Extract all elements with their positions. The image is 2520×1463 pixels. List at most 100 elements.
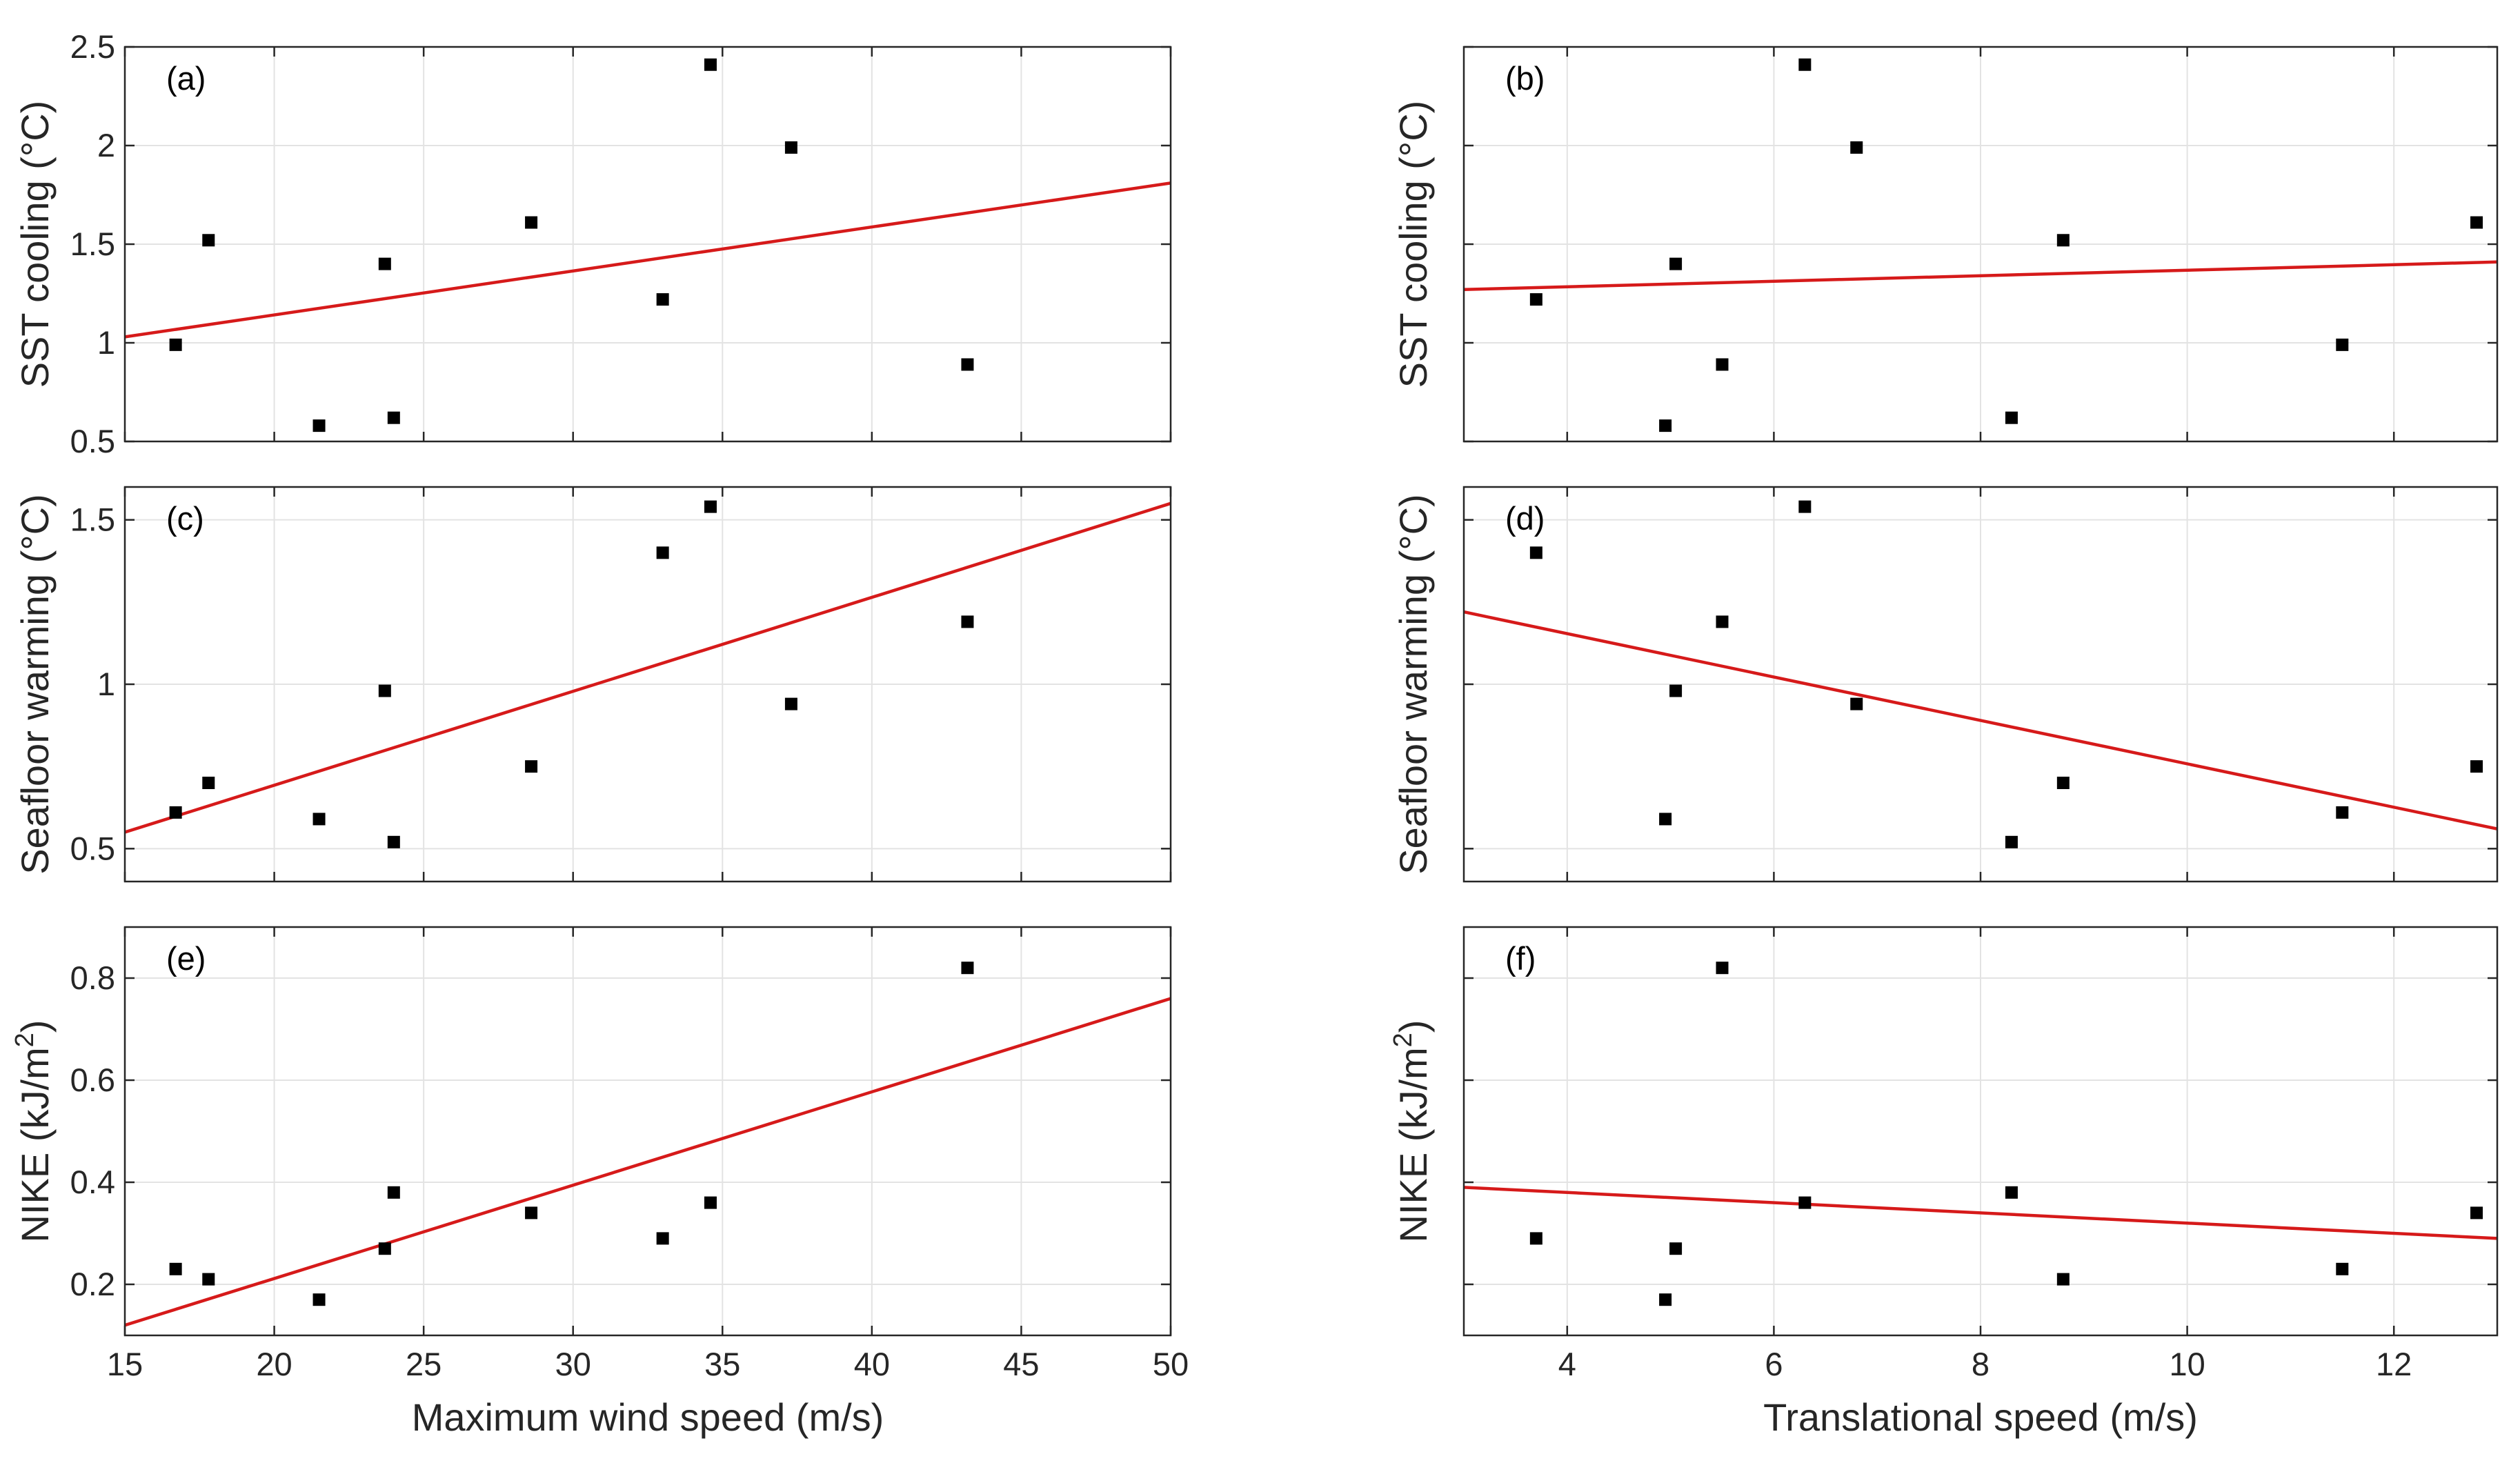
- panel-label-c: (c): [166, 500, 204, 537]
- x-tick-label-e-35: 35: [704, 1346, 740, 1382]
- y-axis-label-f: NIKE (kJ/m2): [1389, 1020, 1435, 1243]
- y-tick-label-e-0-2: 0.2: [70, 1266, 115, 1302]
- fit-line-e: [125, 997, 1171, 1327]
- panel-label-b: (b): [1505, 60, 1545, 97]
- data-point-f-1: [1529, 1232, 1542, 1245]
- data-point-c-1: [169, 806, 182, 819]
- x-tick-label-f-4: 4: [1558, 1346, 1576, 1382]
- y-axis-label-c: Seafloor warming (°C): [13, 494, 57, 874]
- data-point-d-5: [1798, 500, 1812, 513]
- data-point-d-6: [1850, 697, 1863, 710]
- data-point-a-5: [387, 411, 400, 424]
- y-tick-label-a-2: 2: [97, 127, 115, 163]
- data-point-e-2: [202, 1273, 215, 1286]
- panel-f: 4 6 8 10 12 (f) NIKE (kJ/m2) Translational spee…: [1389, 926, 2499, 1439]
- data-point-f-3: [1669, 1242, 1683, 1255]
- y-tick-label-e-0-8: 0.8: [70, 959, 115, 996]
- data-point-c-3: [312, 813, 326, 826]
- data-point-b-1: [1529, 293, 1542, 306]
- y-axis-label-b: SST cooling (°C): [1391, 101, 1435, 388]
- data-point-b-10: [2470, 216, 2483, 229]
- x-tick-label-f-10: 10: [2169, 1346, 2205, 1382]
- panel-label-e: (e): [166, 940, 206, 977]
- y-axis-label-tail-e: ): [13, 1020, 57, 1033]
- fit-line-a: [125, 181, 1171, 339]
- data-point-b-8: [2056, 234, 2070, 247]
- y-tick-label-c-0-5: 0.5: [70, 830, 115, 866]
- data-point-b-2: [1659, 419, 1672, 432]
- y-axis-label-d: Seafloor warming (°C): [1391, 494, 1435, 874]
- fit-line-d: [1464, 610, 2497, 830]
- data-point-f-9: [2470, 1206, 2483, 1220]
- data-point-e-1: [169, 1262, 182, 1275]
- y-axis-label-e: NIKE (kJ/m2): [10, 1020, 57, 1243]
- x-tick-label-e-50: 50: [1153, 1346, 1189, 1382]
- data-point-a-9: [784, 141, 797, 154]
- x-tick-label-e-45: 45: [1003, 1346, 1039, 1382]
- data-point-c-10: [961, 615, 974, 628]
- y-tick-label-c-1-5: 1.5: [70, 501, 115, 538]
- data-point-a-10: [961, 358, 974, 371]
- data-point-d-3: [1669, 684, 1683, 697]
- fit-line-b: [1464, 260, 2497, 292]
- x-tick-label-f-8: 8: [1972, 1346, 1990, 1382]
- data-point-c-4: [378, 684, 391, 697]
- y-axis-label-text-b: SST cooling (°C): [1391, 101, 1435, 388]
- y-axis-label-text-e: NIKE (kJ/m: [13, 1047, 57, 1242]
- data-point-e-6: [525, 1206, 538, 1220]
- panel-label-f: (f): [1505, 940, 1536, 977]
- y-tick-label-c-1: 1: [97, 666, 115, 702]
- x-tick-label-e-15: 15: [107, 1346, 143, 1382]
- axes-frame-f: [1462, 926, 2499, 1337]
- data-point-c-8: [704, 500, 717, 513]
- data-point-d-8: [2056, 777, 2070, 789]
- data-point-f-6: [2005, 1186, 2018, 1199]
- y-axis-label-text-d: Seafloor warming (°C): [1391, 494, 1435, 874]
- panel-a: 0.5 1 1.5 2 2.5 (a) SST cooling (°C): [13, 28, 1172, 459]
- data-point-b-6: [1850, 141, 1863, 154]
- fit-line-c: [125, 501, 1171, 834]
- y-tick-label-a-0-5: 0.5: [70, 423, 115, 459]
- axes-frame-a: [123, 46, 1172, 443]
- data-point-a-1: [169, 338, 182, 351]
- y-tick-label-e-0-4: 0.4: [70, 1164, 115, 1200]
- data-point-f-2: [1659, 1293, 1672, 1306]
- panel-label-a: (a): [166, 60, 206, 97]
- data-point-c-9: [784, 697, 797, 710]
- data-point-e-7: [656, 1232, 669, 1245]
- data-point-c-5: [387, 835, 400, 848]
- data-point-f-8: [2336, 1262, 2349, 1275]
- x-axis-label-e: Maximum wind speed (m/s): [412, 1395, 884, 1439]
- y-axis-label-tail-f: ): [1391, 1020, 1435, 1033]
- panel-d: (d) Seafloor warming (°C): [1391, 486, 2499, 883]
- data-point-b-5: [1798, 58, 1812, 71]
- data-point-e-4: [378, 1242, 391, 1255]
- axes-frame-c: [123, 486, 1172, 883]
- x-tick-label-f-6: 6: [1765, 1346, 1783, 1382]
- panel-b: (b) SST cooling (°C): [1391, 46, 2499, 443]
- data-point-b-7: [2005, 411, 2018, 424]
- data-point-e-8: [704, 1196, 717, 1209]
- y-axis-label-superscript-f: 2: [1389, 1033, 1418, 1047]
- data-point-f-4: [1716, 962, 1729, 975]
- x-tick-label-e-25: 25: [406, 1346, 442, 1382]
- data-point-b-9: [2336, 338, 2349, 351]
- y-tick-label-a-1: 1: [97, 324, 115, 361]
- axes-frame-e: [123, 926, 1172, 1337]
- x-axis-label-f: Translational speed (m/s): [1763, 1395, 2198, 1439]
- data-point-f-7: [2056, 1273, 2070, 1286]
- y-axis-label-a: SST cooling (°C): [13, 101, 57, 388]
- y-axis-label-text-f: NIKE (kJ/m: [1391, 1047, 1435, 1242]
- y-tick-label-a-2-5: 2.5: [70, 28, 115, 65]
- y-axis-label-text-c: Seafloor warming (°C): [13, 494, 57, 874]
- data-point-a-4: [378, 257, 391, 270]
- data-point-d-10: [2470, 760, 2483, 773]
- plot-area-e: [125, 927, 1171, 1335]
- panel-c: 0.5 1 1.5 (c) Seafloor warming (°C): [13, 486, 1172, 883]
- data-point-d-9: [2336, 806, 2349, 819]
- y-tick-label-e-0-6: 0.6: [70, 1062, 115, 1098]
- data-point-d-4: [1716, 615, 1729, 628]
- data-point-c-6: [525, 760, 538, 773]
- panel-e: 15 20 25 30 35 40 45 50 0.2 0.4 0.6 0.8 (e) NIKE (kJ/…: [10, 926, 1189, 1439]
